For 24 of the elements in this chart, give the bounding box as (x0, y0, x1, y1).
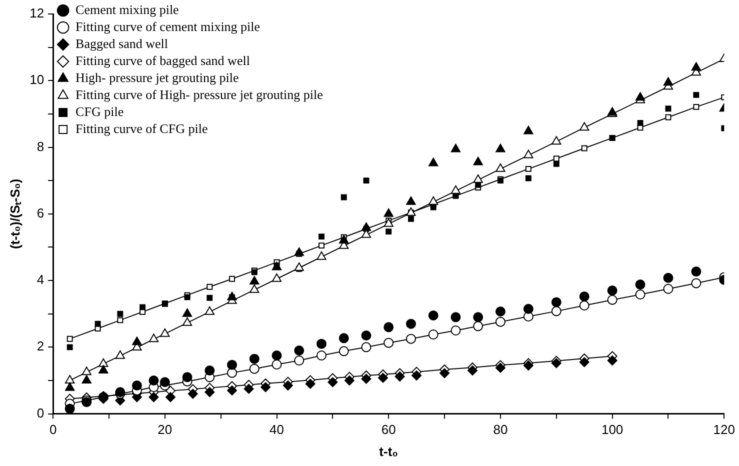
legend-label: Cement mixing pile (76, 2, 180, 17)
y-tick-label: 8 (36, 138, 44, 154)
legend-label: CFG pile (76, 104, 124, 119)
legend-label: Fitting curve of CFG pile (76, 120, 208, 136)
y-tick-label: 0 (36, 405, 44, 420)
x-tick-label: 120 (713, 422, 736, 438)
x-tick-label: 100 (601, 422, 624, 438)
y-tick-label: 12 (30, 6, 44, 21)
x-tick-label: 20 (158, 422, 172, 438)
y-tick-label: 2 (36, 338, 44, 354)
x-axis-title: t-t₀ (379, 444, 398, 459)
y-axis-title: (t-t₀)/(Sₜ-S₀) (7, 178, 22, 250)
legend-label: High- pressure jet grouting pile (76, 70, 239, 85)
y-tick-label: 4 (36, 272, 44, 288)
legend-label: Fitting curve of bagged sand well (76, 52, 250, 68)
legend-label: Bagged sand well (76, 36, 168, 51)
y-tick-label: 6 (36, 205, 44, 220)
x-tick-label: 60 (381, 422, 396, 438)
x-tick-label: 0 (49, 422, 57, 438)
y-tick-label: 10 (30, 72, 44, 88)
legend-label: Fitting curve of High- pressure jet grouting pile (76, 86, 324, 102)
x-tick-label: 80 (493, 422, 508, 438)
legend-label: Fitting curve of cement mixing pile (76, 18, 260, 34)
x-tick-label: 40 (270, 422, 284, 438)
